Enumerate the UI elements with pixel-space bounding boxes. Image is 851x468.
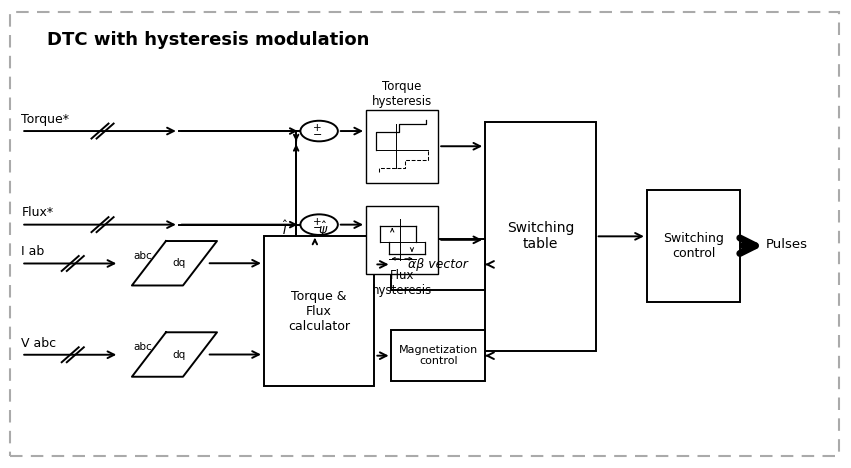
Circle shape [300, 214, 338, 235]
Text: abc: abc [134, 342, 152, 352]
Text: +: + [313, 217, 322, 227]
Text: Switching
control: Switching control [663, 232, 724, 260]
Text: I ab: I ab [21, 245, 44, 258]
Text: DTC with hysteresis modulation: DTC with hysteresis modulation [47, 31, 369, 49]
Text: Torque
hysteresis: Torque hysteresis [372, 80, 431, 108]
Text: Switching
table: Switching table [506, 221, 574, 251]
Text: +: + [313, 123, 322, 133]
Circle shape [300, 121, 338, 141]
Polygon shape [132, 241, 217, 285]
Bar [366, 206, 438, 274]
Text: Torque &
Flux
calculator: Torque & Flux calculator [288, 290, 350, 333]
Bar [647, 190, 740, 302]
Text: $\hat{\psi}$: $\hat{\psi}$ [318, 220, 328, 239]
Text: abc: abc [134, 251, 152, 262]
Text: dq: dq [172, 258, 186, 268]
FancyBboxPatch shape [10, 12, 839, 456]
Text: Torque*: Torque* [21, 113, 69, 126]
Bar [391, 239, 485, 290]
Text: Magnetization
control: Magnetization control [398, 345, 478, 366]
Bar [264, 236, 374, 386]
Bar [366, 110, 438, 183]
Text: −: − [312, 223, 323, 234]
Text: V abc: V abc [21, 336, 56, 350]
Text: Flux*: Flux* [21, 206, 54, 219]
Text: αβ vector: αβ vector [408, 258, 468, 271]
Text: Pulses: Pulses [766, 238, 808, 251]
Bar [391, 330, 485, 381]
Bar [485, 122, 596, 351]
Text: $\hat{T}$: $\hat{T}$ [280, 220, 290, 238]
Text: dq: dq [172, 350, 186, 359]
Text: Flux
hysteresis: Flux hysteresis [372, 269, 431, 297]
Text: −: − [312, 130, 323, 140]
Polygon shape [132, 332, 217, 377]
